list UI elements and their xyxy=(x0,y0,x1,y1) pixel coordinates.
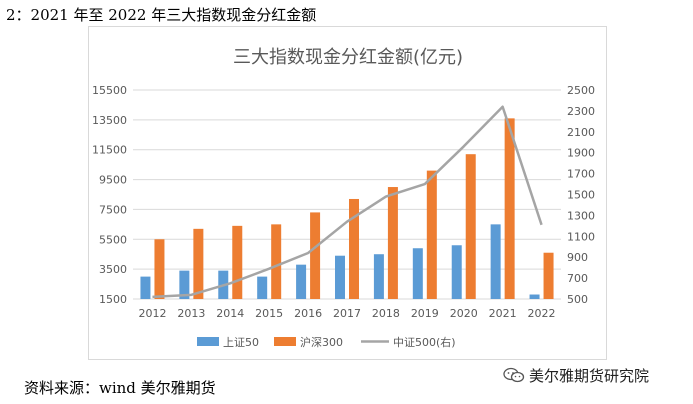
y-left-tick-label: 5500 xyxy=(99,233,127,246)
y-left-tick-label: 11500 xyxy=(92,144,127,157)
x-tick-label: 2014 xyxy=(216,307,244,320)
watermark: 美尔雅期货研究院 xyxy=(503,366,650,385)
bar-sz50 xyxy=(179,270,190,299)
bar-hs300 xyxy=(504,118,515,299)
x-tick-label: 2017 xyxy=(333,307,361,320)
bar-hs300 xyxy=(543,252,554,299)
y-right-tick-label: 500 xyxy=(567,293,588,306)
x-tick-label: 2012 xyxy=(138,307,166,320)
y-right-tick-label: 2300 xyxy=(567,105,595,118)
y-right-tick-label: 1700 xyxy=(567,168,595,181)
x-tick-label: 2016 xyxy=(294,307,322,320)
y-left-tick-label: 1500 xyxy=(99,293,127,306)
x-tick-label: 2015 xyxy=(255,307,283,320)
bar-hs300 xyxy=(426,170,437,299)
wechat-icon xyxy=(503,367,525,383)
y-right-tick-label: 700 xyxy=(567,272,588,285)
x-tick-label: 2020 xyxy=(450,307,478,320)
bar-sz50 xyxy=(373,254,384,299)
line-zz500 xyxy=(152,105,543,299)
y-left-tick-label: 13500 xyxy=(92,114,127,127)
y-right-tick-label: 1900 xyxy=(567,147,595,160)
legend-label: 上证50 xyxy=(223,336,259,349)
watermark-text: 美尔雅期货研究院 xyxy=(529,366,650,385)
x-tick-label: 2021 xyxy=(489,307,517,320)
y-right-tick-label: 1100 xyxy=(567,230,595,243)
y-left-tick-label: 3500 xyxy=(99,263,127,276)
y-right-tick-label: 900 xyxy=(567,251,588,264)
legend-label: 中证500(右) xyxy=(393,335,456,349)
figure-caption: 2：2021 年至 2022 年三大指数现金分红金额 xyxy=(6,6,317,24)
bar-hs300 xyxy=(271,224,282,299)
y-left-tick-label: 7500 xyxy=(99,203,127,216)
bar-hs300 xyxy=(154,239,165,299)
bar-sz50 xyxy=(296,264,307,299)
bar-sz50 xyxy=(140,276,151,299)
y-left-tick-label: 9500 xyxy=(99,174,127,187)
x-tick-label: 2019 xyxy=(411,307,439,320)
bar-sz50 xyxy=(257,276,268,299)
y-left-tick-label: 15500 xyxy=(92,84,127,97)
bar-hs300 xyxy=(387,187,398,299)
bar-hs300 xyxy=(232,225,243,299)
x-tick-label: 2013 xyxy=(177,307,205,320)
bar-sz50 xyxy=(490,224,501,299)
bar-sz50 xyxy=(451,245,462,299)
y-right-tick-label: 1300 xyxy=(567,209,595,222)
chart-title: 三大指数现金分红金额(亿元) xyxy=(233,47,463,68)
bar-hs300 xyxy=(349,198,359,299)
bar-sz50 xyxy=(335,255,345,299)
source-note: 资料来源：wind 美尔雅期货 xyxy=(24,379,216,397)
legend-swatch xyxy=(197,337,219,346)
x-tick-label: 2022 xyxy=(528,307,556,320)
bar-hs300 xyxy=(193,228,204,299)
legend-label: 沪深300 xyxy=(300,335,343,349)
combo-chart: 三大指数现金分红金额(亿元) 1500 3500 5500 7500 9500 11500… xyxy=(92,47,595,349)
y-right-tick-label: 1500 xyxy=(567,189,595,202)
bar-sz50 xyxy=(412,248,423,299)
bar-hs300 xyxy=(310,212,321,299)
legend-swatch xyxy=(274,337,296,346)
chart-area: 三大指数现金分红金额(亿元) 1500 3500 5500 7500 9500 11500… xyxy=(88,26,607,360)
bar-hs300 xyxy=(465,154,476,299)
y-right-tick-label: 2500 xyxy=(567,84,595,97)
y-right-tick-label: 2100 xyxy=(567,126,595,139)
bar-sz50 xyxy=(529,294,540,299)
x-tick-label: 2018 xyxy=(372,307,400,320)
